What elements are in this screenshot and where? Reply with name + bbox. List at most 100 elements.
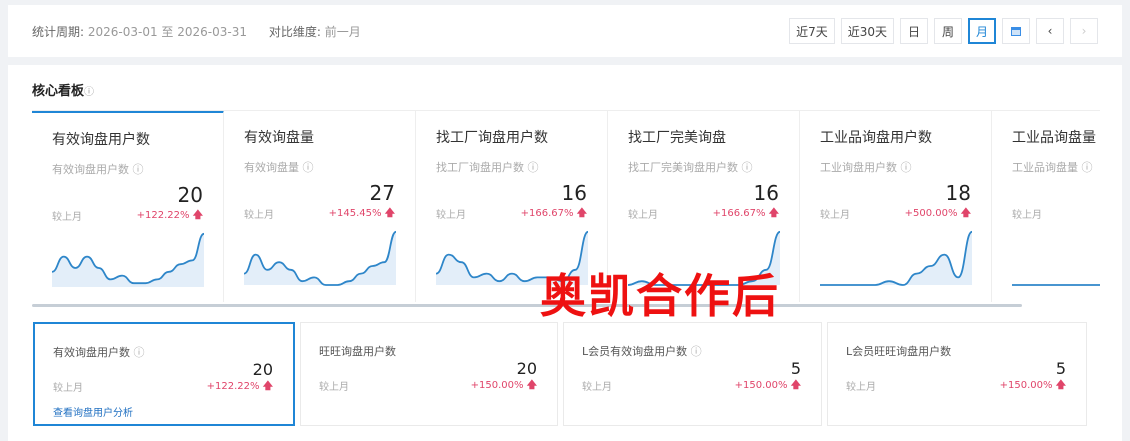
sub-metric-card[interactable]: 旺旺询盘用户数 20 较上月 +150.00% 🡅 bbox=[300, 322, 558, 426]
sparkline bbox=[1012, 232, 1100, 286]
metric-card[interactable]: 工业品询盘用户数 工业询盘用户数 ⓘ 18 较上月 +500.00% 🡅 bbox=[800, 111, 992, 302]
arrow-up-icon: 🡅 bbox=[768, 208, 779, 219]
card-value: 20 bbox=[177, 183, 203, 207]
compare-label: 较上月 bbox=[628, 210, 658, 221]
sparkline-line bbox=[820, 230, 972, 286]
sparkline-line bbox=[1012, 284, 1100, 286]
change-percent: +150.00% 🡅 bbox=[734, 380, 801, 391]
compare-label: 较上月 bbox=[1012, 210, 1042, 221]
card-value: 18 bbox=[945, 181, 971, 205]
compare-label: 较上月 bbox=[582, 382, 612, 393]
view-analysis-link[interactable]: 查看询盘用户分析 bbox=[53, 408, 133, 419]
compare-label: 较上月 bbox=[53, 383, 83, 394]
sparkline-area bbox=[244, 231, 396, 285]
month-button[interactable]: 月 bbox=[967, 18, 996, 44]
period-value: 2026-03-01 至 2026-03-31 bbox=[87, 24, 247, 39]
help-icon[interactable]: ⓘ bbox=[84, 87, 95, 98]
sparkline-line bbox=[244, 230, 396, 286]
card-value bbox=[1012, 181, 1100, 205]
period-info: 统计周期: 2026-03-01 至 2026-03-31 对比维度: 前一月 bbox=[32, 23, 379, 40]
prev-icon[interactable]: ‹ bbox=[1036, 18, 1064, 44]
sparkline bbox=[820, 230, 972, 286]
core-dashboard: 核心看板ⓘ 有效询盘用户数 有效询盘用户数 ⓘ 20 较上月 +122.22% 🡅… bbox=[8, 65, 1122, 441]
sub-metric-card[interactable]: 有效询盘用户数 ⓘ 20 较上月 +122.22% 🡅 查看询盘用户分析 bbox=[33, 322, 295, 426]
card-subtitle: 找工厂完美询盘用户数 ⓘ bbox=[628, 161, 753, 174]
panel-title: 核心看板ⓘ bbox=[32, 84, 95, 99]
card-title: 有效询盘用户数 ⓘ bbox=[53, 346, 145, 359]
compare-label: 较上月 bbox=[319, 382, 349, 393]
sparkline bbox=[628, 230, 780, 286]
week-button[interactable]: 周 bbox=[933, 18, 962, 44]
card-title: 找工厂完美询盘 bbox=[628, 130, 726, 146]
sparkline-area bbox=[1012, 232, 1100, 285]
horizontal-scrollbar[interactable] bbox=[32, 304, 1022, 307]
card-value: 20 bbox=[252, 360, 273, 379]
card-subtitle: 工业询盘用户数 ⓘ bbox=[820, 161, 912, 174]
change-percent: +122.22% 🡅 bbox=[136, 210, 203, 221]
metric-card[interactable]: 找工厂完美询盘 找工厂完美询盘用户数 ⓘ 16 较上月 +166.67% 🡅 bbox=[608, 111, 800, 302]
sparkline-area bbox=[820, 231, 972, 285]
arrow-up-icon: 🡅 bbox=[526, 380, 537, 391]
watermark-text: 奥凯合作后 bbox=[540, 269, 780, 323]
arrow-up-icon: 🡅 bbox=[790, 380, 801, 391]
help-icon[interactable]: ⓘ bbox=[900, 161, 912, 174]
sub-metric-card[interactable]: L会员有效询盘用户数 ⓘ 5 较上月 +150.00% 🡅 bbox=[563, 322, 822, 426]
metric-card[interactable]: 找工厂询盘用户数 找工厂询盘用户数 ⓘ 16 较上月 +166.67% 🡅 bbox=[416, 111, 608, 302]
card-value: 5 bbox=[790, 359, 801, 378]
change-percent: +166.67% 🡅 bbox=[520, 208, 587, 219]
compare-label: 较上月 bbox=[244, 210, 274, 221]
last-7-days-button[interactable]: 近7天 bbox=[789, 18, 835, 44]
metric-card[interactable]: 有效询盘用户数 有效询盘用户数 ⓘ 20 较上月 +122.22% 🡅 bbox=[32, 111, 224, 302]
card-title: L会员旺旺询盘用户数 bbox=[846, 345, 952, 358]
change-percent: +145.45% 🡅 bbox=[328, 208, 395, 219]
card-title: 有效询盘量 bbox=[244, 130, 314, 146]
compare-label: 较上月 bbox=[436, 210, 466, 221]
day-button[interactable]: 日 bbox=[899, 18, 928, 44]
arrow-up-icon: 🡅 bbox=[384, 208, 395, 219]
change-percent: +500.00% 🡅 bbox=[904, 208, 971, 219]
compare-label: 对比维度: bbox=[268, 24, 321, 39]
metric-card[interactable]: 工业品询盘量 工业品询盘量 ⓘ 较上月 bbox=[992, 111, 1100, 302]
card-value: 16 bbox=[561, 181, 587, 205]
compare-value: 前一月 bbox=[324, 24, 361, 39]
help-icon[interactable]: ⓘ bbox=[527, 161, 539, 174]
filter-bar: 统计周期: 2026-03-01 至 2026-03-31 对比维度: 前一月 … bbox=[8, 5, 1122, 57]
compare-label: 较上月 bbox=[52, 212, 82, 223]
metric-card[interactable]: 有效询盘量 有效询盘量 ⓘ 27 较上月 +145.45% 🡅 bbox=[224, 111, 416, 302]
card-title: 找工厂询盘用户数 bbox=[436, 130, 548, 146]
sparkline-area bbox=[628, 231, 780, 285]
card-value: 16 bbox=[753, 181, 779, 205]
arrow-up-icon: 🡅 bbox=[262, 381, 273, 392]
card-value: 5 bbox=[1055, 359, 1066, 378]
next-icon[interactable]: › bbox=[1070, 18, 1098, 44]
metric-cards: 有效询盘用户数 有效询盘用户数 ⓘ 20 较上月 +122.22% 🡅 有效询盘量 … bbox=[32, 110, 1100, 302]
card-value: 20 bbox=[516, 359, 537, 378]
sparkline bbox=[436, 230, 588, 285]
change-percent: +122.22% 🡅 bbox=[206, 381, 273, 392]
card-subtitle: 有效询盘量 ⓘ bbox=[244, 161, 314, 174]
period-label: 统计周期: bbox=[32, 24, 85, 39]
arrow-up-icon: 🡅 bbox=[192, 210, 203, 221]
card-title: 旺旺询盘用户数 bbox=[319, 345, 396, 358]
last-30-days-button[interactable]: 近30天 bbox=[840, 18, 894, 44]
sparkline-line bbox=[52, 232, 204, 285]
sub-metric-card[interactable]: L会员旺旺询盘用户数 5 较上月 +150.00% 🡅 bbox=[827, 322, 1087, 426]
help-icon[interactable]: ⓘ bbox=[690, 345, 702, 358]
change-percent: +150.00% 🡅 bbox=[999, 380, 1066, 391]
compare-label: 较上月 bbox=[846, 382, 876, 393]
card-subtitle: 找工厂询盘用户数 ⓘ bbox=[436, 161, 539, 174]
card-title: 工业品询盘量 bbox=[1012, 130, 1096, 146]
card-title: 有效询盘用户数 bbox=[52, 132, 150, 148]
calendar-icon[interactable] bbox=[1002, 18, 1030, 44]
arrow-up-icon: 🡅 bbox=[576, 208, 587, 219]
compare-label: 较上月 bbox=[820, 210, 850, 221]
help-icon[interactable]: ⓘ bbox=[741, 161, 753, 174]
help-icon[interactable]: ⓘ bbox=[302, 161, 314, 174]
sparkline-line bbox=[628, 230, 780, 286]
help-icon[interactable]: ⓘ bbox=[1081, 161, 1093, 174]
help-icon[interactable]: ⓘ bbox=[132, 163, 144, 176]
card-subtitle: 有效询盘用户数 ⓘ bbox=[52, 163, 144, 176]
help-icon[interactable]: ⓘ bbox=[133, 346, 145, 359]
card-value: 27 bbox=[369, 181, 395, 205]
arrow-up-icon: 🡅 bbox=[960, 208, 971, 219]
